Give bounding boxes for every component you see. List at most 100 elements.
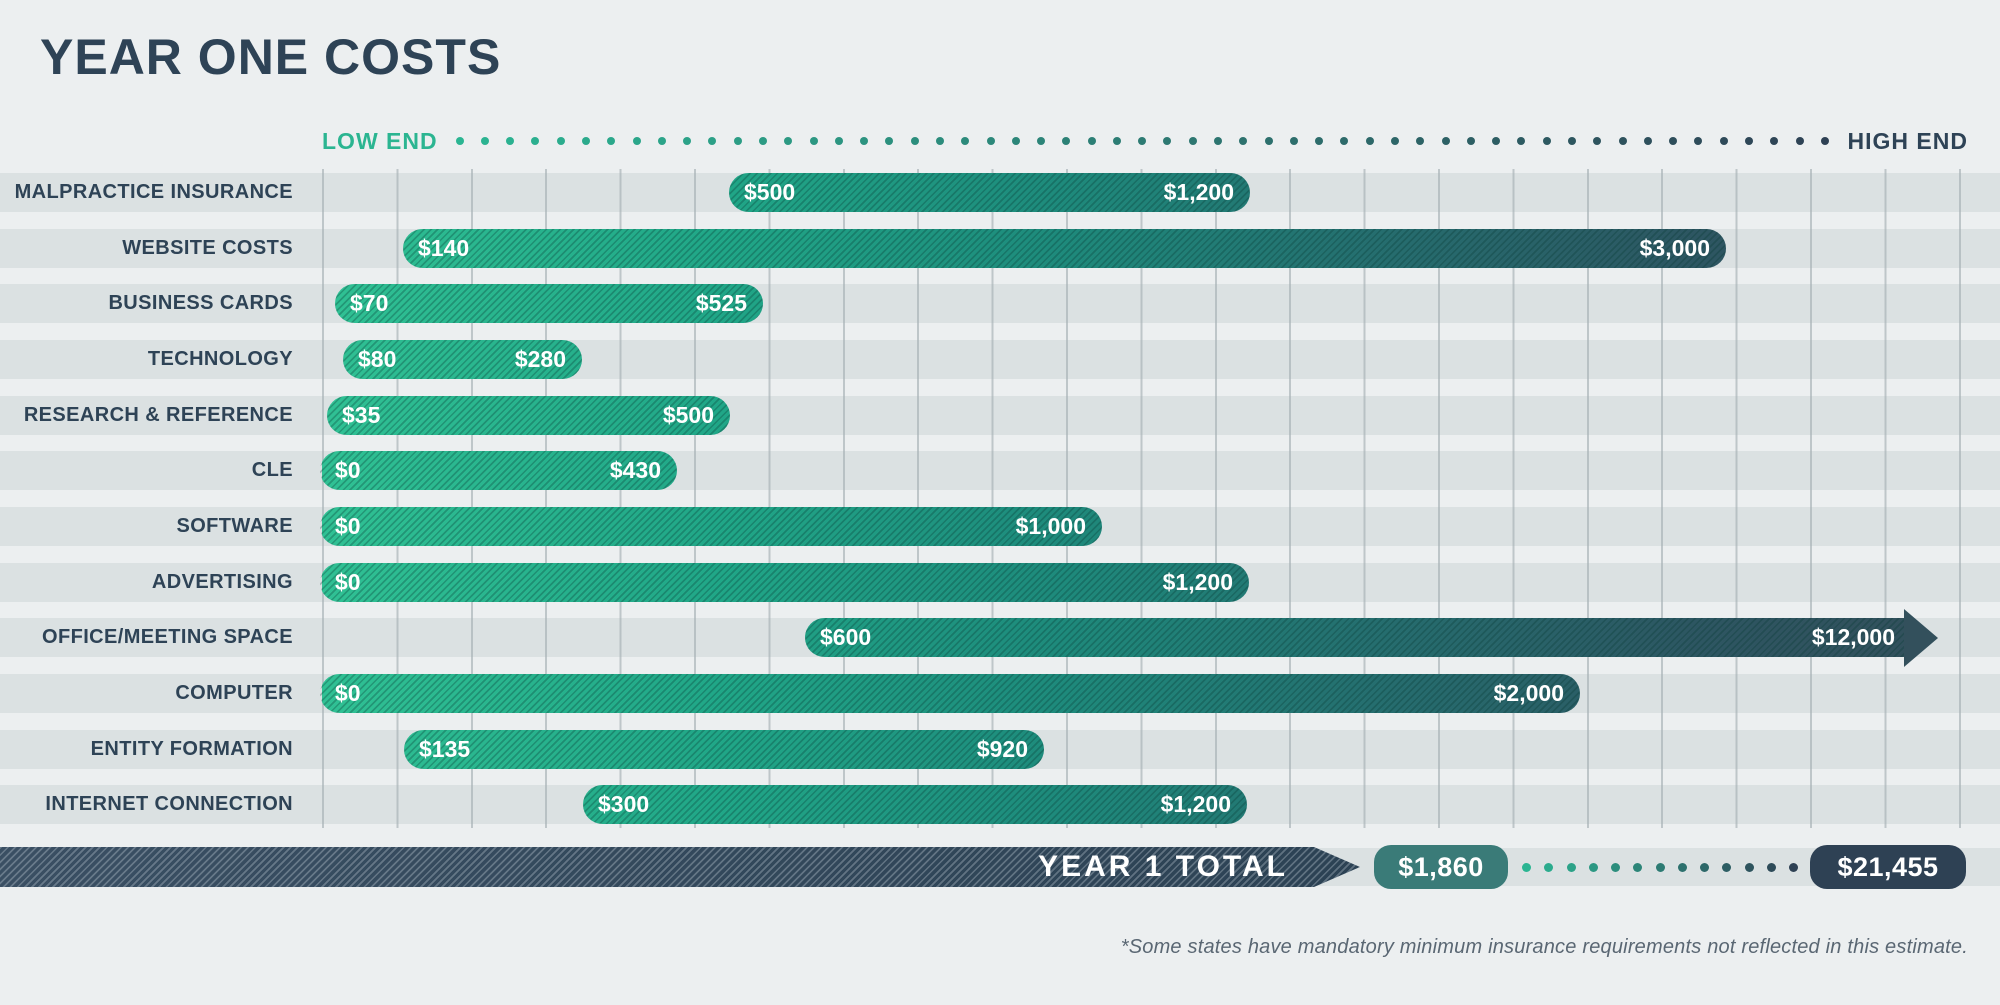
total-low-value: $1,860 — [1398, 851, 1484, 882]
dot — [1593, 137, 1602, 145]
dot — [1744, 137, 1753, 145]
bar-low-value-advertising: $0 — [335, 568, 361, 595]
bar-low-value-technology: $80 — [358, 345, 397, 372]
row-label-computer: COMPUTER — [175, 681, 293, 704]
dot — [1441, 137, 1450, 145]
legend-dotted-line — [455, 136, 1830, 146]
dot — [607, 137, 616, 145]
gridlines — [322, 169, 1964, 828]
dot — [1542, 137, 1551, 145]
dot — [1163, 137, 1172, 145]
year-total-ribbon: YEAR 1 TOTAL — [0, 847, 1360, 887]
range-bar-malpractice-insurance: $500 $1,200 — [729, 173, 1250, 212]
year-total-label: YEAR 1 TOTAL — [1038, 850, 1288, 883]
dot — [582, 137, 591, 145]
row-label-cle: CLE — [251, 459, 293, 482]
bar-high-value-technology: $280 — [514, 345, 566, 372]
dot — [809, 137, 818, 145]
dot — [1700, 862, 1709, 872]
arrowhead-icon — [1904, 608, 1938, 667]
dot — [1655, 862, 1665, 872]
bar-high-value-business-cards: $525 — [695, 290, 747, 317]
dot — [1795, 137, 1804, 145]
total-high-value: $21,455 — [1837, 851, 1939, 882]
dot — [632, 137, 641, 145]
dot — [683, 137, 692, 145]
dot — [986, 137, 995, 145]
dot — [1340, 137, 1349, 145]
dot — [1466, 137, 1475, 145]
bar-high-value-advertising: $1,200 — [1162, 568, 1233, 595]
bar-low-value-research-reference: $35 — [342, 401, 381, 428]
total-low-pill: $1,860 — [1374, 845, 1508, 889]
row-label-technology: TECHNOLOGY — [147, 347, 293, 370]
chart-rows: MALPRACTICE INSURANCE $500 $1,200 WEBSITE C… — [0, 169, 2000, 828]
dot — [1391, 137, 1400, 145]
bar-high-value-website-costs: $3,000 — [1639, 234, 1710, 261]
range-bar-research-reference: $35 $500 — [327, 395, 730, 435]
dot — [1770, 137, 1779, 145]
bar-low-value-cle: $0 — [335, 457, 361, 484]
dot — [935, 137, 944, 145]
total-dotted-line — [1522, 862, 1798, 872]
dot — [531, 137, 540, 145]
dot — [885, 137, 894, 145]
dot — [1365, 137, 1374, 145]
dot — [480, 137, 489, 145]
range-bar-cle: $0 $430 — [320, 451, 677, 491]
dot — [1566, 862, 1576, 872]
dot — [1264, 137, 1273, 145]
bar-high-value-entity-formation: $920 — [976, 735, 1028, 762]
dot — [1677, 862, 1687, 872]
bar-high-value-internet-connection: $1,200 — [1160, 791, 1231, 818]
total-row: YEAR 1 TOTAL $1,860 $21,455 — [0, 845, 2000, 889]
dot — [1138, 137, 1147, 145]
page-title: YEAR ONE COSTS — [40, 29, 502, 85]
dot — [1544, 862, 1554, 872]
bar-low-value-software: $0 — [335, 512, 361, 539]
dot — [758, 137, 767, 145]
legend-high-end-label: HIGH END — [1847, 127, 1968, 154]
legend: LOW END HIGH END — [322, 127, 1968, 155]
dot — [506, 137, 515, 145]
dot — [1062, 137, 1071, 145]
range-bar-office-meeting-space: $600 $12,000 — [805, 608, 1938, 667]
dot — [1820, 137, 1829, 145]
dot — [1037, 137, 1046, 145]
dot — [1011, 137, 1020, 145]
range-bar-business-cards: $70 $525 — [335, 284, 763, 324]
bar-high-value-computer: $2,000 — [1493, 679, 1564, 706]
dot — [1416, 137, 1425, 145]
dot — [556, 137, 565, 145]
dot — [1669, 137, 1678, 145]
dot — [1722, 862, 1732, 872]
footnote: *Some states have mandatory minimum insu… — [1120, 936, 1968, 958]
dot — [1643, 137, 1652, 145]
range-bar-internet-connection: $300 $1,200 — [583, 785, 1247, 825]
dot — [1315, 137, 1324, 145]
row-label-internet-connection: INTERNET CONNECTION — [45, 793, 293, 816]
bar-low-value-computer: $0 — [335, 679, 361, 706]
dot — [1694, 137, 1703, 145]
dot — [1633, 862, 1643, 872]
dot — [1618, 137, 1627, 145]
dot — [1087, 137, 1096, 145]
dot — [1588, 862, 1598, 872]
range-bar-software: $0 $1,000 — [320, 506, 1102, 546]
bar-high-value-research-reference: $500 — [662, 401, 714, 428]
range-bar-entity-formation: $135 $920 — [404, 729, 1044, 769]
row-label-business-cards: BUSINESS CARDS — [108, 292, 293, 315]
dot — [657, 137, 666, 145]
dot — [784, 137, 793, 145]
bar-high-value-office-meeting-space: $12,000 — [1811, 624, 1895, 651]
bar-low-value-business-cards: $70 — [350, 290, 389, 317]
range-bar-technology: $80 $280 — [343, 339, 582, 379]
dot — [1789, 862, 1798, 872]
dot — [1766, 862, 1776, 872]
range-bar-computer: $0 $2,000 — [320, 673, 1580, 713]
row-label-malpractice-insurance: MALPRACTICE INSURANCE — [14, 181, 293, 203]
legend-low-end-label: LOW END — [322, 127, 438, 154]
dot — [1517, 137, 1526, 145]
bar-high-value-cle: $430 — [609, 457, 661, 484]
